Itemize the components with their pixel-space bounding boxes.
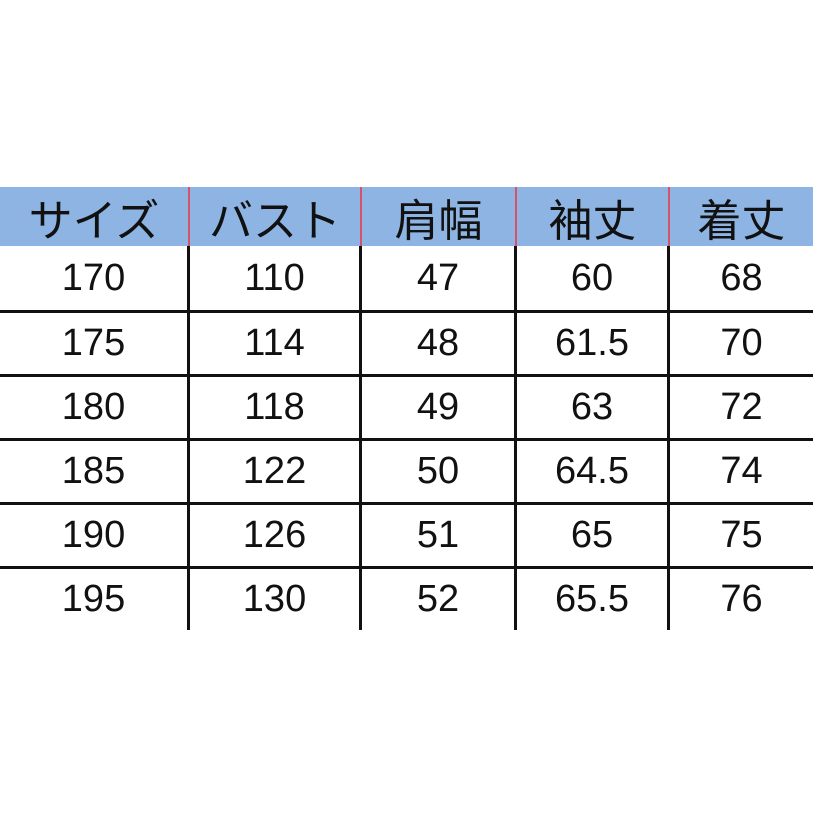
size-table: サイズ バスト 肩幅 袖丈 着丈 170 110 47 60 68 175 114 48 61.…	[0, 187, 813, 630]
cell-sleeve: 65	[517, 505, 670, 566]
cell-sleeve: 65.5	[517, 569, 670, 630]
cell-sleeve: 61.5	[517, 313, 670, 374]
cell-size: 185	[0, 441, 190, 502]
cell-shoulder: 50	[362, 441, 517, 502]
cell-shoulder: 47	[362, 246, 517, 310]
cell-bust: 130	[190, 569, 362, 630]
header-length: 着丈	[697, 195, 786, 247]
table-row: 180 118 49 63 72	[0, 374, 813, 438]
table-body: 170 110 47 60 68 175 114 48 61.5 70 180 118 49 63 72 18…	[0, 246, 813, 630]
cell-size: 195	[0, 569, 190, 630]
table-row: 190 126 51 65 75	[0, 502, 813, 566]
header-sleeve: 袖丈	[517, 187, 670, 247]
cell-length: 75	[720, 514, 763, 556]
cell-size: 180	[0, 377, 190, 438]
cell-bust: 118	[190, 377, 362, 438]
table-row: 170 110 47 60 68	[0, 246, 813, 310]
cell-bust: 110	[190, 246, 362, 310]
cell-length: 76	[720, 578, 763, 620]
cell-sleeve: 63	[517, 377, 670, 438]
header-shoulder: 肩幅	[362, 187, 517, 247]
table-row: 195 130 52 65.5 76	[0, 566, 813, 630]
cell-shoulder: 48	[362, 313, 517, 374]
table-row: 185 122 50 64.5 74	[0, 438, 813, 502]
cell-length: 74	[720, 450, 763, 492]
cell-size: 175	[0, 313, 190, 374]
cell-size: 170	[0, 246, 190, 310]
cell-shoulder: 52	[362, 569, 517, 630]
cell-bust: 126	[190, 505, 362, 566]
cell-shoulder: 49	[362, 377, 517, 438]
table-row: 175 114 48 61.5 70	[0, 310, 813, 374]
cell-bust: 122	[190, 441, 362, 502]
cell-size: 190	[0, 505, 190, 566]
cell-shoulder: 51	[362, 505, 517, 566]
cell-length: 68	[720, 256, 763, 299]
header-size: サイズ	[0, 187, 190, 247]
cell-sleeve: 64.5	[517, 441, 670, 502]
cell-bust: 114	[190, 313, 362, 374]
table-header-row: サイズ バスト 肩幅 袖丈 着丈	[0, 187, 813, 247]
cell-length: 72	[720, 386, 763, 428]
cell-sleeve: 60	[517, 246, 670, 310]
header-bust: バスト	[190, 187, 362, 247]
cell-length: 70	[720, 322, 763, 364]
